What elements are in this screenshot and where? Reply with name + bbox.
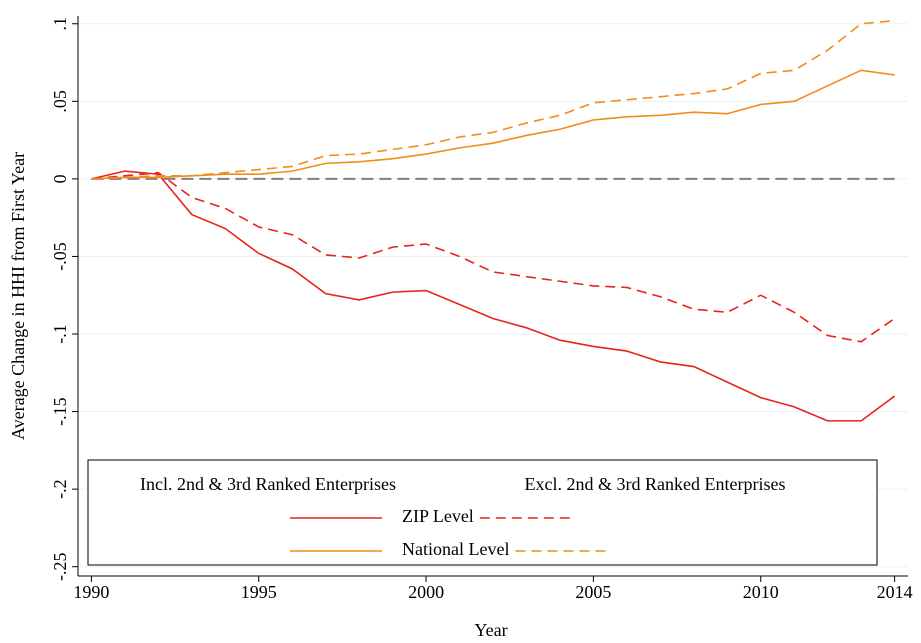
x-tick-label: 2005 — [575, 582, 611, 602]
x-tick-label: 2000 — [408, 582, 444, 602]
y-tick-label: -.1 — [50, 324, 70, 344]
series-line — [91, 69, 895, 180]
legend-label: ZIP Level — [402, 506, 474, 526]
y-tick-label: .1 — [50, 17, 70, 31]
legend-box — [87, 459, 878, 566]
x-tick-label: 1990 — [73, 582, 109, 602]
x-tick-label: 1995 — [241, 582, 277, 602]
y-tick-label: .05 — [50, 90, 70, 113]
y-tick-label: -.25 — [50, 552, 70, 581]
x-tick-label: 2014 — [877, 582, 913, 602]
legend-label: National Level — [402, 539, 509, 559]
series-line — [91, 170, 896, 422]
legend-column-header: Excl. 2nd & 3rd Ranked Enterprises — [525, 474, 786, 494]
x-tick-label: 2010 — [743, 582, 779, 602]
y-tick-label: -.05 — [50, 242, 70, 271]
y-tick-label: -.2 — [50, 479, 70, 499]
legend-column-header: Incl. 2nd & 3rd Ranked Enterprises — [140, 474, 396, 494]
x-axis-label: Year — [474, 620, 507, 640]
series-line — [91, 171, 896, 343]
y-tick-label: -.15 — [50, 397, 70, 426]
series-line — [91, 19, 895, 180]
y-tick-label: 0 — [50, 174, 70, 183]
y-axis-label: Average Change in HHI from First Year — [8, 152, 28, 440]
